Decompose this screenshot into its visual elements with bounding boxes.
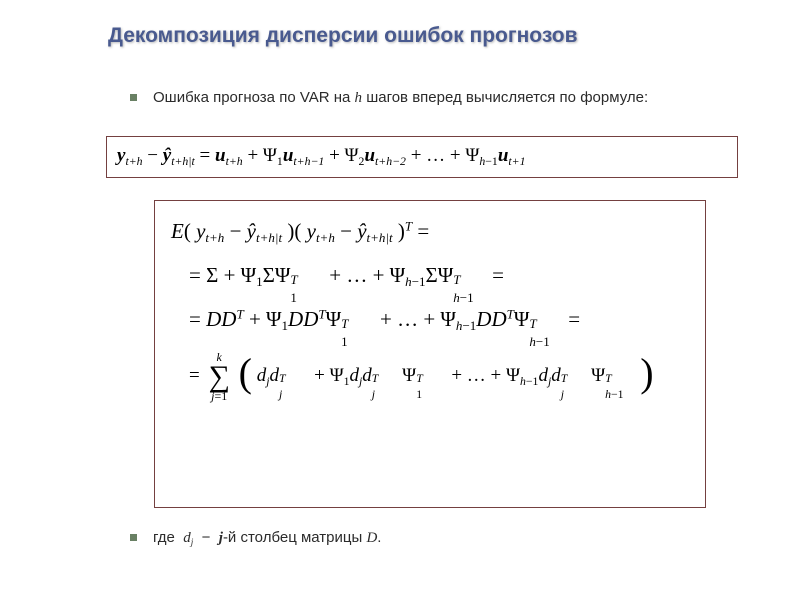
bullet-square-icon [130, 534, 137, 541]
page-title: Декомпозиция дисперсии ошибок прогнозов [108, 24, 578, 48]
formula-box-1: yt+h − ŷt+h|t = ut+h + Ψ1ut+h−1 + Ψ2ut+h… [106, 136, 738, 178]
summation-icon: k ∑ j=1 [208, 351, 229, 402]
formula-line-4: = k ∑ j=1 ( djdTj + Ψ1djdTjΨT1 + … + Ψh−… [189, 351, 695, 402]
left-paren-icon: ( [239, 357, 252, 389]
formula-line-1: E( yt+h − ŷt+h|t )( yt+h − ŷt+h|t )T = [171, 215, 695, 249]
sigma-symbol: ∑ [208, 363, 229, 390]
formula-box-2: E( yt+h − ŷt+h|t )( yt+h − ŷt+h|t )T = =… [154, 200, 706, 508]
formula-line-3: = DDT + Ψ1DDTΨT1 + … + Ψh−1DDTΨTh−1 = [189, 303, 695, 337]
bullet-square-icon [130, 94, 137, 101]
formula-4-inner: djdTj + Ψ1djdTjΨT1 + … + Ψh−1djdTjΨTh−1 [257, 365, 636, 386]
bullet-intro: Ошибка прогноза по VAR на h шагов вперед… [130, 88, 690, 109]
sum-lower: j=1 [208, 390, 229, 402]
right-paren-icon: ) [640, 357, 653, 389]
bullet-intro-text: Ошибка прогноза по VAR на h шагов вперед… [153, 88, 648, 109]
bullet-where: где dj − j-й столбец матрицы D. [130, 528, 690, 549]
bullet-where-text: где dj − j-й столбец матрицы D. [153, 528, 381, 549]
formula-1: yt+h − ŷt+h|t = ut+h + Ψ1ut+h−1 + Ψ2ut+h… [117, 145, 727, 169]
formula-line-2: = Σ + Ψ1ΣΨT1 + … + Ψh−1ΣΨTh−1 = [189, 259, 695, 293]
equals-sign: = [189, 365, 204, 386]
